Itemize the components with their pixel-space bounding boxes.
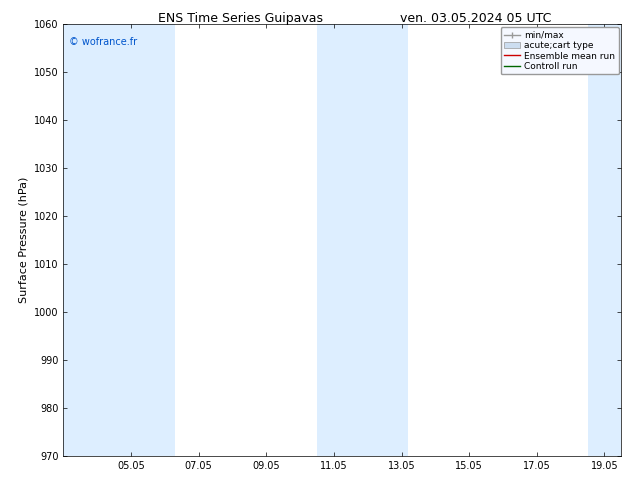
Bar xyxy=(317,24,408,456)
Text: ENS Time Series Guipavas: ENS Time Series Guipavas xyxy=(158,12,323,25)
Y-axis label: Surface Pressure (hPa): Surface Pressure (hPa) xyxy=(18,177,29,303)
Text: © wofrance.fr: © wofrance.fr xyxy=(69,37,137,48)
Text: ven. 03.05.2024 05 UTC: ven. 03.05.2024 05 UTC xyxy=(400,12,551,25)
Bar xyxy=(588,24,621,456)
Legend: min/max, acute;cart type, Ensemble mean run, Controll run: min/max, acute;cart type, Ensemble mean … xyxy=(500,27,619,74)
Bar xyxy=(63,24,175,456)
